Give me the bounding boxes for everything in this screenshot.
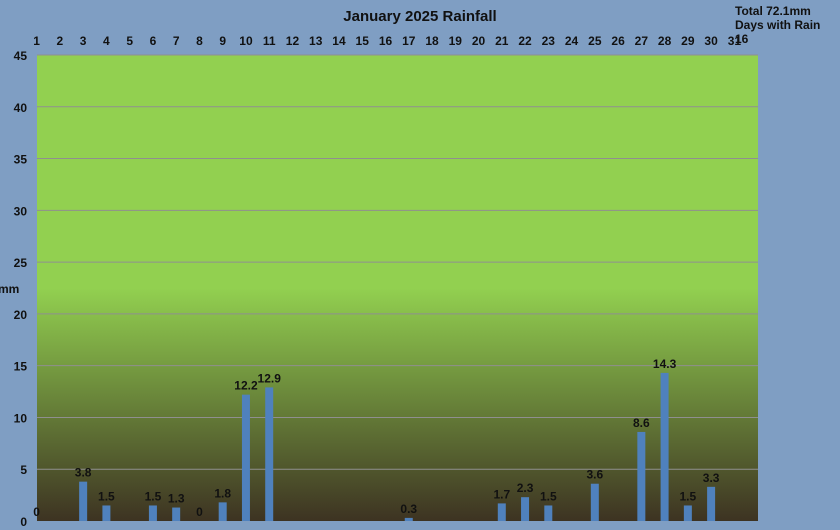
data-label-day-6: 1.5 — [145, 489, 162, 503]
x-tick-labels: 1 2 3 4 5 6 7 8 9 10 11 12 13 14 15 16 17 18 19 20 21 22 23 24 2… — [33, 34, 741, 48]
x-tick-label: 9 — [219, 34, 226, 48]
bar-day-9 — [218, 502, 227, 521]
data-label-day-21: 1.7 — [493, 487, 510, 501]
bar-day-3 — [79, 481, 88, 521]
data-labels: 0 3.8 1.5 1.5 1.3 0 1.8 12.212.9 0.3 1.7 2.3 1.5 3.6… — [33, 357, 719, 519]
x-tick-label: 19 — [449, 34, 463, 48]
y-tick-label: 20 — [14, 308, 28, 322]
data-label-day-23: 1.5 — [540, 489, 557, 503]
bar-day-27 — [637, 431, 646, 521]
x-tick-label: 20 — [472, 34, 486, 48]
data-label-day-27: 8.6 — [633, 416, 650, 430]
bar-day-7 — [172, 507, 181, 521]
bar-day-4 — [102, 505, 111, 521]
x-tick-label: 15 — [356, 34, 370, 48]
data-label-day-3: 3.8 — [75, 466, 92, 480]
x-tick-label: 11 — [263, 34, 276, 48]
x-tick-label: 28 — [658, 34, 672, 48]
data-label-day-22: 2.3 — [517, 481, 534, 495]
x-tick-label: 6 — [150, 34, 157, 48]
bar-day-10 — [241, 394, 250, 521]
bar-day-22 — [521, 497, 530, 521]
x-tick-label: 23 — [542, 34, 556, 48]
chart-title: January 2025 Rainfall — [343, 8, 497, 25]
x-tick-label: 21 — [495, 34, 509, 48]
x-tick-label: 5 — [126, 34, 133, 48]
x-tick-label: 27 — [635, 34, 649, 48]
bars — [79, 372, 716, 521]
x-tick-label: 2 — [57, 34, 64, 48]
data-label-day-28: 14.3 — [653, 357, 677, 371]
x-tick-label: 14 — [332, 34, 346, 48]
y-tick-label: 45 — [14, 49, 28, 63]
y-tick-label: 40 — [14, 101, 28, 115]
data-label-day-10: 12.2 — [234, 379, 258, 393]
y-tick-label: 10 — [14, 411, 28, 425]
data-label-day-29: 1.5 — [680, 489, 697, 503]
data-label-day-1: 0 — [33, 505, 40, 519]
rain-days-label: Days with Rain 16 — [735, 18, 821, 46]
plot-area — [37, 55, 758, 521]
bar-day-29 — [683, 505, 692, 521]
data-label-day-30: 3.3 — [703, 471, 720, 485]
bar-day-30 — [707, 486, 716, 521]
x-tick-label: 13 — [309, 34, 323, 48]
x-tick-label: 26 — [611, 34, 625, 48]
bar-day-28 — [660, 372, 669, 521]
y-axis-label: mm — [0, 282, 20, 296]
x-tick-label: 10 — [239, 34, 253, 48]
data-label-day-11: 12.9 — [258, 371, 282, 385]
y-tick-label: 30 — [14, 204, 28, 218]
data-label-day-4: 1.5 — [98, 489, 115, 503]
grid-lines — [37, 54, 758, 470]
x-tick-label: 17 — [402, 34, 416, 48]
x-tick-label: 16 — [379, 34, 393, 48]
bar-day-21 — [497, 503, 506, 521]
y-tick-label: 15 — [14, 360, 28, 374]
bar-day-6 — [148, 505, 157, 521]
x-tick-label: 7 — [173, 34, 180, 48]
bar-day-23 — [544, 505, 553, 521]
y-tick-label: 25 — [14, 256, 28, 270]
x-tick-label: 3 — [80, 34, 87, 48]
x-tick-label: 25 — [588, 34, 602, 48]
total-rainfall-label: Total 72.1mm — [735, 4, 811, 18]
x-tick-label: 12 — [286, 34, 300, 48]
bar-day-17 — [404, 517, 413, 521]
x-tick-label: 22 — [518, 34, 532, 48]
x-tick-label: 18 — [425, 34, 439, 48]
y-tick-label: 35 — [14, 153, 28, 167]
data-label-day-9: 1.8 — [214, 486, 231, 500]
bar-day-11 — [265, 387, 274, 521]
data-label-day-25: 3.6 — [586, 468, 603, 482]
y-tick-label: 0 — [20, 515, 27, 529]
bar-day-25 — [590, 483, 599, 521]
y-tick-labels: 0 5 10 15 20 25 30 35 40 45 — [14, 49, 28, 529]
x-tick-label: 29 — [681, 34, 695, 48]
x-tick-label: 30 — [704, 34, 718, 48]
x-tick-label: 4 — [103, 34, 110, 48]
data-label-day-7: 1.3 — [168, 492, 185, 506]
x-tick-label: 24 — [565, 34, 579, 48]
data-label-day-8: 0 — [196, 505, 203, 519]
y-tick-label: 5 — [20, 463, 27, 477]
x-tick-label: 31 — [728, 34, 742, 48]
data-label-day-17: 0.3 — [400, 502, 417, 516]
x-tick-label: 8 — [196, 34, 203, 48]
x-tick-label: 1 — [33, 34, 40, 48]
